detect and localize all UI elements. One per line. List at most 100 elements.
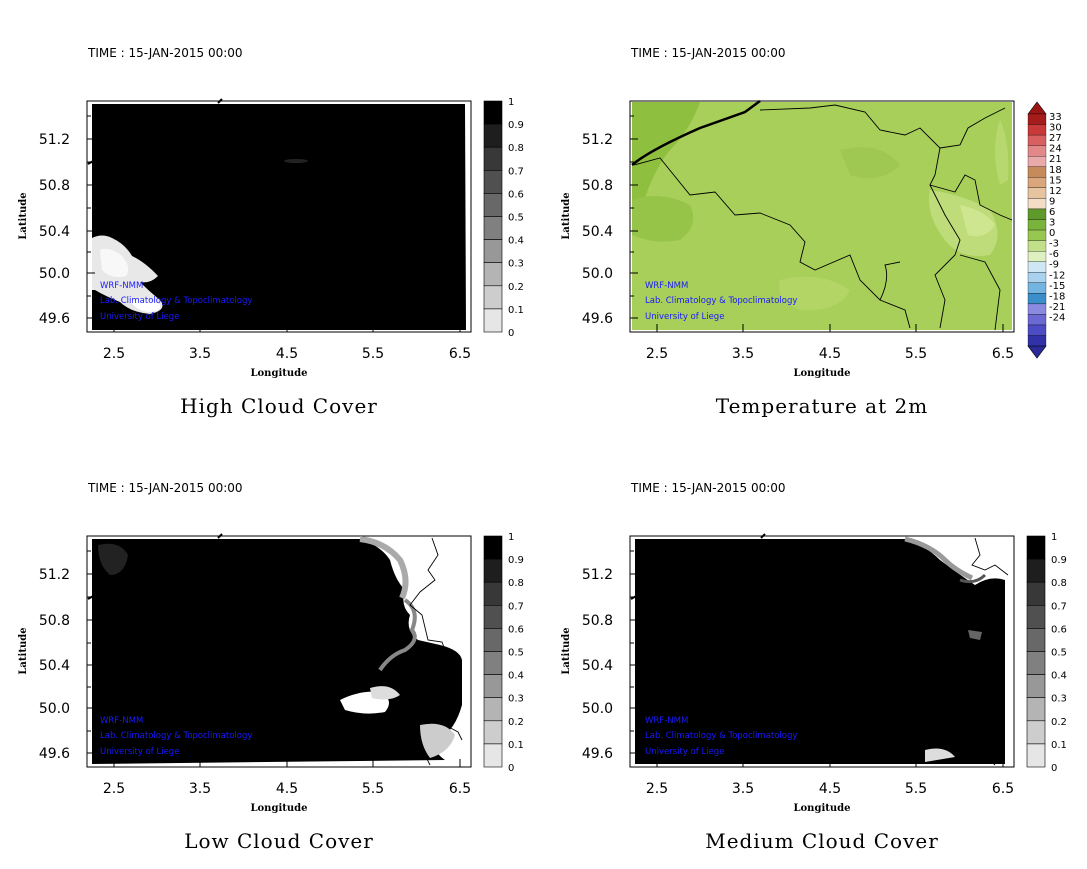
x-ticks [113, 759, 461, 767]
credit-line: WRF-NMM [645, 716, 688, 726]
cloud-field [635, 536, 1005, 764]
temperature-field [632, 102, 1012, 330]
x-tick-label: 6.5 [992, 781, 1014, 797]
colorbar-label: 0.3 [508, 694, 524, 705]
colorbar-segment [1027, 314, 1047, 326]
colorbar-label: -12 [1049, 270, 1065, 281]
colorbar-segment [483, 239, 503, 264]
x-axis-label: Longitude [793, 368, 850, 379]
y-tick-label: 51.2 [39, 567, 70, 583]
colorbar-segment [483, 308, 503, 333]
colorbar-max-arrow [1027, 101, 1047, 115]
colorbar-segment [1026, 697, 1046, 722]
y-ticks [630, 115, 638, 319]
credit-line: University of Liege [645, 747, 724, 757]
colorbar-segment [483, 193, 503, 217]
time-label: TIME : 15-JAN-2015 00:00 [630, 481, 786, 495]
colorbar-segment [1027, 208, 1047, 220]
colorbar-segment [483, 581, 503, 606]
colorbar-segment [1027, 219, 1047, 231]
y-tick-label: 50.4 [39, 224, 70, 240]
colorbar-label: 0.1 [1051, 740, 1067, 751]
colorbar-segment [483, 628, 503, 652]
x-axis-label: Longitude [250, 368, 307, 379]
colorbar-label: 1 [508, 97, 514, 108]
colorbar-segment [1026, 651, 1046, 675]
y-tick-label: 50.0 [582, 266, 613, 282]
x-ticks [656, 759, 1004, 767]
x-tick-label: 2.5 [646, 346, 668, 362]
colorbar-segment [483, 100, 503, 125]
colorbar-segment [1026, 674, 1046, 698]
credit-line: WRF-NMM [645, 281, 688, 291]
colorbar-label: 0 [508, 328, 514, 339]
panel-title: Low Cloud Cover [184, 829, 374, 853]
y-tick-label: 50.8 [39, 178, 70, 194]
y-tick-label: 49.6 [39, 311, 70, 327]
x-tick-label: 4.5 [276, 346, 298, 362]
credit-line: WRF-NMM [100, 716, 143, 726]
country-borders [409, 537, 463, 766]
colorbar-segment [1027, 166, 1047, 178]
colorbar: 1 0.9 0.8 0.7 0.6 0.5 0.4 0.3 0.2 0.1 0 [483, 97, 524, 339]
colorbar-segment [1027, 187, 1047, 199]
credit-line: University of Liege [100, 747, 179, 757]
colorbar-label: 0.6 [508, 189, 524, 200]
colorbar-label: 12 [1049, 186, 1062, 197]
colorbar-label: 0.9 [508, 120, 524, 131]
colorbar-segment [483, 216, 503, 240]
colorbar-segment [483, 604, 503, 629]
panel-low-cloud: TIME : 15-JAN-2015 00:00 [18, 481, 524, 853]
time-label: TIME : 15-JAN-2015 00:00 [630, 46, 786, 60]
colorbar-label: -24 [1049, 312, 1065, 323]
colorbar-label: 9 [1049, 196, 1055, 207]
y-axis-label: Latitude [18, 627, 29, 674]
x-tick-label: 3.5 [732, 346, 754, 362]
panel-high-cloud: TIME : 15-JAN-2015 00:00 [18, 46, 524, 418]
colorbar-label: 0 [1049, 228, 1055, 239]
y-axis-label: Latitude [18, 192, 29, 239]
colorbar-label: -3 [1049, 239, 1059, 250]
x-tick-label: 6.5 [449, 346, 471, 362]
x-ticks [113, 324, 461, 332]
colorbar-segment [1027, 335, 1047, 347]
panel-temperature: TIME : 15-JAN-2015 00:00 [561, 46, 1065, 418]
colorbar-label: 0.2 [508, 717, 524, 728]
x-tick-label: 4.5 [819, 346, 841, 362]
x-tick-label: 4.5 [819, 781, 841, 797]
country-borders [633, 104, 1013, 331]
time-label: TIME : 15-JAN-2015 00:00 [87, 46, 243, 60]
colorbar-label: 1 [1051, 532, 1057, 543]
colorbar-segment [1026, 720, 1046, 745]
credit-line: University of Liege [100, 312, 179, 322]
colorbar-segment [1027, 177, 1047, 189]
colorbar-label: 0 [1051, 763, 1057, 774]
y-tick-label: 50.0 [582, 701, 613, 717]
panel-medium-cloud: TIME : 15-JAN-2015 00:00 [561, 481, 1067, 853]
colorbar-label: -6 [1049, 249, 1059, 260]
colorbar-label: 0.4 [1051, 671, 1067, 682]
y-axis-label: Latitude [561, 192, 572, 239]
colorbar-label: 0.8 [1051, 578, 1067, 589]
y-tick-label: 50.4 [582, 224, 613, 240]
colorbar-segment [483, 262, 503, 287]
y-axis-label: Latitude [561, 627, 572, 674]
y-ticks [630, 550, 638, 754]
y-tick-label: 50.0 [39, 266, 70, 282]
colorbar-label: 0.3 [1051, 694, 1067, 705]
colorbar-segment [1027, 324, 1047, 336]
credit-line: Lab. Climatology & Topoclimatology [100, 731, 252, 741]
colorbar-label: 33 [1049, 112, 1062, 123]
y-tick-label: 49.6 [582, 311, 613, 327]
colorbar-label: 6 [1049, 207, 1055, 218]
colorbar-label: 0.4 [508, 236, 524, 247]
colorbar-segment [1027, 113, 1047, 125]
colorbar-label: 3 [1049, 218, 1055, 229]
time-label: TIME : 15-JAN-2015 00:00 [87, 481, 243, 495]
y-tick-label: 49.6 [582, 746, 613, 762]
x-tick-label: 5.5 [362, 781, 384, 797]
x-tick-label: 3.5 [189, 346, 211, 362]
colorbar-label: 0.2 [1051, 717, 1067, 728]
y-tick-label: 50.8 [39, 613, 70, 629]
